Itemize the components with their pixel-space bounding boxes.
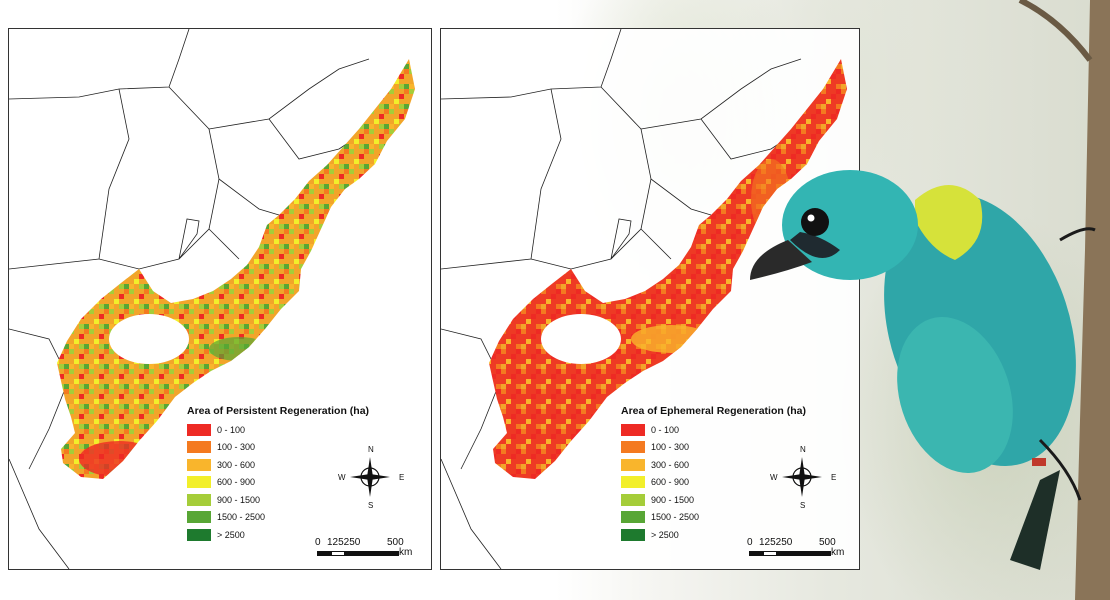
- legend-label: > 2500: [651, 529, 679, 540]
- legend-swatch: [621, 511, 645, 524]
- persistent-regeneration-map: [9, 29, 415, 569]
- legend-item: 300 - 600: [187, 456, 369, 474]
- legend-swatch: [621, 441, 645, 454]
- compass-rose: N S E W: [767, 439, 837, 519]
- legend: Area of Ephemeral Regeneration (ha) 0 - …: [621, 405, 806, 544]
- legend-swatch: [187, 441, 211, 454]
- legend-item: 100 - 300: [187, 439, 369, 457]
- compass-south: S: [368, 501, 374, 510]
- legend-label: 300 - 600: [651, 459, 690, 470]
- compass-east: E: [831, 473, 837, 482]
- legend: Area of Persistent Regeneration (ha) 0 -…: [187, 405, 369, 544]
- compass-west: W: [338, 473, 346, 482]
- scale-bar: 0 125250 500 km: [315, 537, 419, 565]
- legend-swatch: [187, 423, 211, 436]
- legend-item: 600 - 900: [187, 474, 369, 492]
- scale-unit: km: [831, 547, 845, 558]
- bird-eye: [801, 208, 829, 236]
- legend-label: 600 - 900: [651, 477, 690, 488]
- legend-swatch: [621, 528, 645, 541]
- scale-bar: 0 125250 500 km: [747, 537, 851, 565]
- legend-item: 0 - 100: [187, 421, 369, 439]
- legend-label: > 2500: [217, 529, 245, 540]
- legend-swatch: [621, 493, 645, 506]
- tree-trunk: [1075, 0, 1110, 600]
- legend-item: 1500 - 2500: [187, 509, 369, 527]
- legend-item: 0 - 100: [621, 421, 806, 439]
- legend-swatch: [187, 458, 211, 471]
- scale-unit: km: [399, 547, 413, 558]
- scale-tick-0: 0: [747, 537, 753, 548]
- legend-item: 900 - 1500: [621, 491, 806, 509]
- legend-title: Area of Ephemeral Regeneration (ha): [621, 405, 806, 417]
- legend-item: 1500 - 2500: [621, 509, 806, 527]
- legend-swatch: [187, 476, 211, 489]
- legend-item: 300 - 600: [621, 456, 806, 474]
- legend-label: 300 - 600: [217, 459, 256, 470]
- legend-label: 0 - 100: [217, 424, 246, 435]
- legend-label: 900 - 1500: [217, 494, 261, 505]
- bird-nape: [915, 185, 983, 260]
- legend-swatch: [621, 476, 645, 489]
- scale-tick-0: 0: [315, 537, 321, 548]
- legend-rows: 0 - 100 100 - 300 300 - 600 600 - 900 900 - …: [621, 421, 806, 544]
- green-headed-tanager-photo: [750, 0, 1110, 600]
- legend-swatch: [621, 458, 645, 471]
- legend-label: 1500 - 2500: [217, 512, 266, 523]
- persistent-regeneration-map-panel: Area of Persistent Regeneration (ha) 0 -…: [8, 28, 432, 570]
- compass-icon: [350, 457, 390, 497]
- compass-north: N: [800, 445, 806, 454]
- legend-item: > 2500: [621, 526, 806, 544]
- legend-swatch: [187, 493, 211, 506]
- legend-label: 100 - 300: [217, 442, 256, 453]
- legend-item: 900 - 1500: [187, 491, 369, 509]
- legend-swatch: [621, 423, 645, 436]
- legend-item: 600 - 900: [621, 474, 806, 492]
- bird-beak: [750, 240, 812, 280]
- compass-south: S: [800, 501, 806, 510]
- legend-swatch: [187, 528, 211, 541]
- legend-rows: 0 - 100 100 - 300 300 - 600 600 - 900 900 - …: [187, 421, 369, 544]
- compass-rose: N S E W: [335, 439, 405, 519]
- legend-title: Area of Persistent Regeneration (ha): [187, 405, 370, 417]
- legend-label: 1500 - 2500: [651, 512, 700, 523]
- state-boundaries: [9, 29, 370, 569]
- legend-label: 600 - 900: [217, 477, 256, 488]
- scale-tick-500: 500: [387, 537, 404, 548]
- compass-icon: [782, 457, 822, 497]
- legend-item: > 2500: [187, 526, 369, 544]
- legend-label: 100 - 300: [651, 442, 690, 453]
- legend-label: 0 - 100: [651, 424, 680, 435]
- compass-east: E: [399, 473, 405, 482]
- legend-item: 100 - 300: [621, 439, 806, 457]
- scale-tick-125250: 125250: [327, 537, 361, 548]
- legend-swatch: [187, 511, 211, 524]
- scale-tick-500: 500: [819, 537, 836, 548]
- scale-tick-125250: 125250: [759, 537, 793, 548]
- compass-north: N: [368, 445, 374, 454]
- compass-west: W: [770, 473, 778, 482]
- legend-label: 900 - 1500: [651, 494, 695, 505]
